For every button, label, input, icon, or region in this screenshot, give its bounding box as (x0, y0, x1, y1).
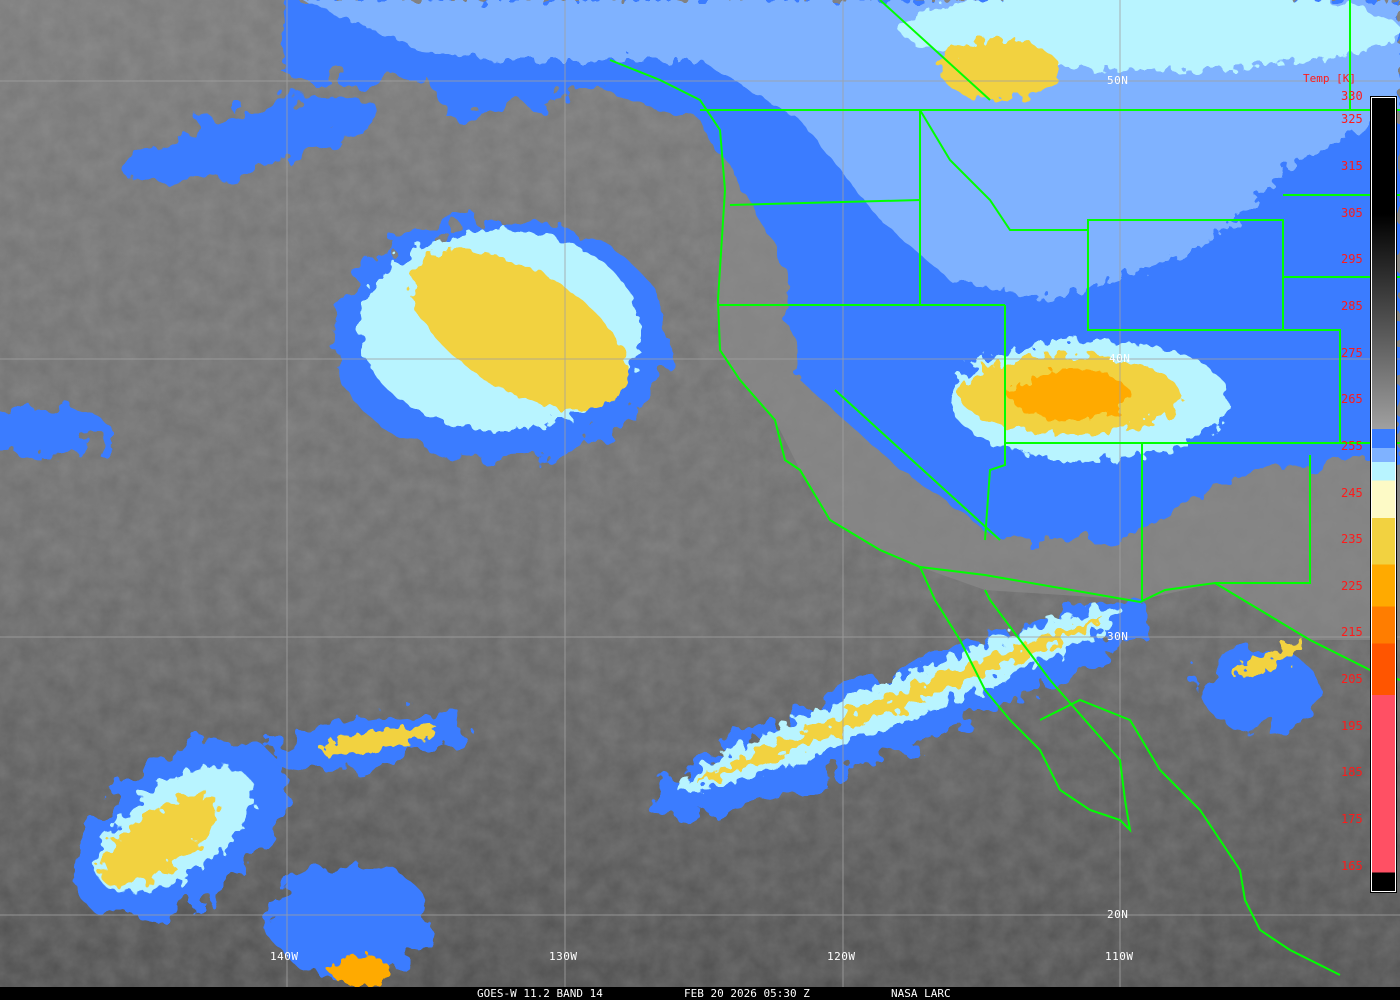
lon-label-120w: 120W (827, 950, 856, 963)
colorbar-tick-label: 275 (1341, 345, 1363, 360)
lon-label-130w: 130W (549, 950, 578, 963)
colorbar-tick-label: 195 (1341, 718, 1363, 733)
colorbar-tick-label: 305 (1341, 205, 1363, 220)
colorbar-tick-label: 315 (1341, 158, 1363, 173)
lat-label-50n: 50N (1107, 74, 1129, 87)
colorbar-tick-label: 245 (1341, 485, 1363, 500)
colorbar-tick-label: 285 (1341, 298, 1363, 313)
caption-source: NASA LARC (891, 987, 951, 1000)
colorbar-tick-label: 330 (1341, 89, 1363, 103)
lat-label-40n: 40N (1109, 352, 1131, 365)
cloud-yellow-layer (100, 40, 1307, 985)
colorbar-tick-label: 295 (1341, 252, 1363, 267)
colorbar-tick-label: 175 (1341, 812, 1363, 827)
colorbar-tick-label: 325 (1341, 112, 1363, 127)
colorbar-tick-label: 185 (1341, 765, 1363, 780)
legend-title: Temp [K] (1303, 72, 1356, 85)
colorbar-tick-label: 215 (1341, 625, 1363, 640)
political-borders (609, 0, 1400, 976)
caption-bar: GOES-W 11.2 BAND 14 FEB 20 2026 05:30 Z … (0, 987, 1400, 1000)
lat-label-30n: 30N (1107, 630, 1129, 643)
caption-satellite: GOES-W 11.2 BAND 14 (477, 987, 603, 1000)
colorbar-tick-label: 205 (1341, 672, 1363, 687)
temperature-colorbar (1370, 96, 1397, 893)
lat-label-20n: 20N (1107, 908, 1129, 921)
colorbar-tick-label: 225 (1341, 578, 1363, 593)
lon-label-140w: 140W (270, 950, 299, 963)
colorbar-tick-label: 165 (1341, 858, 1363, 873)
colorbar-tick-label: 235 (1341, 532, 1363, 547)
colorbar-tick-label: 255 (1341, 438, 1363, 453)
lon-label-110w: 110W (1105, 950, 1134, 963)
caption-datetime: FEB 20 2026 05:30 Z (684, 987, 810, 1000)
colorbar-tick-label: 265 (1341, 392, 1363, 407)
